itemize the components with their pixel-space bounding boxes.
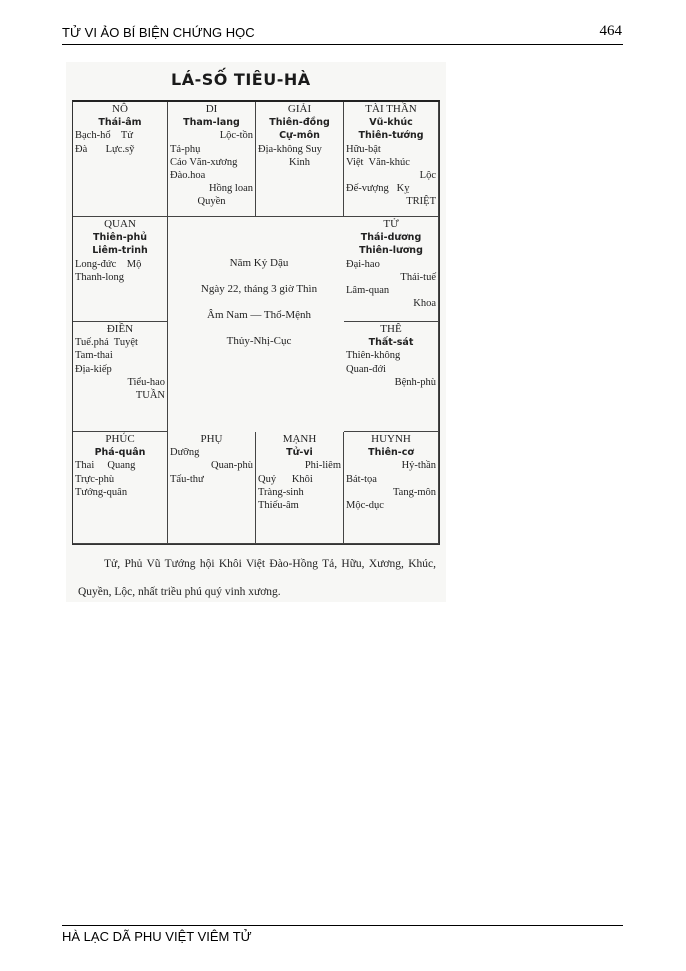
star-label: Thiên-tướng [358, 130, 424, 142]
star-label: Lộc-tồn [219, 130, 253, 142]
star-label: Tang-môn [392, 486, 436, 498]
palace-cell: NÔ Thái-âm Bạch-hổ Tử Đà Lực.sỹ [73, 102, 168, 217]
star-label: Tuế.phá Tuyệt [75, 337, 138, 349]
palace-cell: TỬ Thái-dương Thiên-lương Đại-hao Thái-tuế Lâ… [344, 217, 439, 322]
running-footer: HÀ LẠC DÃ PHU VIỆT VIÊM TỬ [62, 929, 252, 944]
page-number: 464 [599, 23, 623, 39]
center-line: Âm Nam — Thổ-Mệnh [207, 309, 311, 321]
star-label: Mộc-dục [346, 500, 384, 512]
star-label: TRIỆT [406, 196, 436, 208]
star-label: Tràng-sinh [258, 486, 304, 498]
star-label: Tử-vi [286, 447, 313, 459]
palace-cell: PHỤ Dưỡng Quan-phù Tấu-thư [168, 432, 256, 544]
palace-name: PHỤ [200, 433, 223, 445]
star-label: Thai Quang [75, 460, 136, 472]
star-label: Đà Lực.sỹ [75, 143, 135, 155]
palace-cell: MẠNH Tử-vi Phi-liêm Quý Khôi Tràng-sinh Thiếu… [256, 432, 344, 544]
center-line: Ngày 22, tháng 3 giờ Thìn [200, 283, 318, 295]
star-label: Địa-kiếp [75, 363, 112, 375]
star-label: Quan-phù [211, 460, 253, 472]
palace-cell: DI Tham-lang Lộc-tồn Tả-phụ Cáo Văn-xương Đào… [168, 102, 256, 217]
palace-cell: TÀI THẦN Vũ-khúc Thiên-tướng Hữu-bật Việt Vă… [344, 102, 439, 217]
star-label: Dưỡng [170, 447, 200, 459]
palace-name: PHÚC [105, 433, 135, 445]
star-label: Đế-vượng Kỵ [346, 183, 410, 195]
star-label: Đào.hoa [170, 170, 206, 182]
star-label: Thiên-lương [359, 245, 423, 257]
running-header: TỬ VI ẢO BÍ BIỆN CHỨNG HỌC [62, 25, 255, 40]
chart-title: LÁ-SỐ TIÊU-HÀ [171, 70, 311, 89]
star-label: Việt Văn-khúc [346, 156, 410, 168]
star-label: Trực-phù [75, 473, 115, 485]
star-label: Thiên-đồng [269, 117, 330, 129]
star-label: Lộc [419, 170, 436, 182]
palace-name: ĐIỀN [106, 323, 134, 335]
star-label: Thiên-phủ [93, 232, 147, 244]
scanned-horoscope-image: LÁ-SỐ TIÊU-HÀ Năm Kỷ Dậu Ngày 22, tháng … [66, 62, 446, 602]
palace-name: DI [205, 103, 218, 115]
palace-cell: HUYNH Thiên-cơ Hỷ-thần Bát-tọa Tang-môn Mộc-d… [344, 432, 439, 544]
footer-rule [62, 925, 623, 926]
star-label: Tiểu-hao [127, 376, 165, 388]
palace-cell: ĐIỀN Tuế.phá Tuyệt Tam-thai Địa-kiếp Tiểu-ha… [73, 322, 168, 432]
star-label: Phá-quân [94, 447, 146, 459]
star-label: Bạch-hổ Tử [75, 130, 133, 142]
star-label: Thái-dương [360, 232, 422, 244]
star-label: Thiếu-âm [258, 500, 299, 512]
center-line: Năm Kỷ Dậu [229, 257, 289, 269]
star-label: Thiên-cơ [368, 447, 414, 459]
palace-cell: THÊ Thất-sát Thiên-không Quan-đới Bệnh-phù [344, 322, 439, 432]
header-rule [62, 44, 623, 45]
palace-cell: PHÚC Phá-quân Thai Quang Trực-phù Tướng-quân [73, 432, 168, 544]
star-label: Tả-phụ [170, 143, 201, 155]
star-label: Đại-hao [346, 258, 380, 270]
palace-name: HUYNH [371, 433, 411, 445]
palace-name: QUAN [104, 218, 136, 230]
star-label: Thái-tuế [400, 271, 436, 283]
caption-paragraph: Tử, Phủ Vũ Tướng hội Khôi Việt Đào-Hồng … [78, 558, 436, 598]
palace-name: TÀI THẦN [365, 103, 417, 115]
palace-name: THÊ [380, 323, 402, 335]
horoscope-grid: Năm Kỷ Dậu Ngày 22, tháng 3 giờ Thìn Âm … [72, 100, 440, 545]
star-label: Tấu-thư [170, 473, 204, 485]
star-label: Khoa [413, 298, 436, 310]
star-label: Quý Khôi [258, 473, 313, 485]
palace-name: TỬ [383, 218, 399, 230]
center-line: Thủy-Nhị-Cục [226, 335, 292, 347]
star-label: Địa-không Suy [258, 143, 322, 155]
star-label: Long-đức Mộ [75, 258, 142, 270]
star-label: Hỷ-thần [401, 460, 436, 472]
star-label: Thất-sát [368, 337, 414, 349]
star-label: Bệnh-phù [394, 376, 436, 388]
star-label: Phi-liêm [304, 460, 341, 472]
star-label: Thanh-long [75, 271, 124, 283]
star-label: Kinh [289, 156, 310, 168]
star-label: TUẦN [135, 390, 165, 402]
star-label: Tướng-quân [75, 486, 128, 498]
star-label: Cáo Văn-xương [170, 156, 238, 168]
star-label: Tam-thai [75, 350, 113, 362]
star-label: Cự-môn [279, 130, 320, 142]
palace-cell: QUAN Thiên-phủ Liêm-trinh Long-đức Mộ Thanh-… [73, 217, 168, 322]
palace-name: MẠNH [282, 433, 317, 445]
chart-center-info: Năm Kỷ Dậu Ngày 22, tháng 3 giờ Thìn Âm … [168, 217, 350, 432]
star-label: Bát-tọa [346, 473, 377, 485]
star-label: Tham-lang [183, 117, 240, 129]
star-label: Thái-âm [98, 117, 142, 129]
star-label: Hồng loan [208, 183, 253, 195]
palace-name: GIẢI [287, 103, 312, 115]
star-label: Liêm-trinh [92, 245, 148, 257]
star-label: Thiên-không [346, 350, 401, 362]
star-label: Quyền [197, 196, 226, 208]
palace-name: NÔ [112, 103, 128, 115]
star-label: Hữu-bật [346, 143, 381, 155]
star-label: Vũ-khúc [369, 117, 413, 129]
star-label: Quan-đới [346, 363, 386, 375]
palace-cell: GIẢI Thiên-đồng Cự-môn Địa-không Suy Kinh [256, 102, 344, 217]
star-label: Lâm-quan [346, 285, 390, 297]
